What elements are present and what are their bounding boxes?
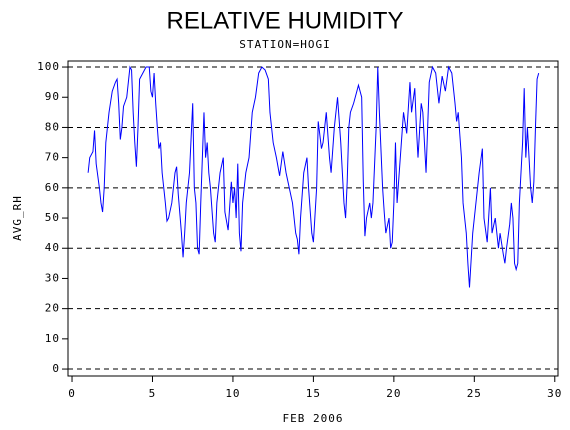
y-tick-label: 60 [45, 181, 60, 194]
x-tick-label: 25 [467, 387, 482, 400]
y-tick-label: 70 [45, 151, 60, 164]
x-tick-label: 15 [306, 387, 321, 400]
y-axis-label: AVG_RH [11, 195, 24, 241]
x-tick-label: 0 [68, 387, 76, 400]
chart-title: RELATIVE HUMIDITY [167, 7, 404, 34]
data-line [87, 65, 540, 288]
x-axis-label: FEB 2006 [283, 412, 344, 425]
x-tick-label: 30 [547, 387, 562, 400]
x-tick-label: 10 [225, 387, 240, 400]
y-tick-label: 80 [45, 120, 60, 133]
y-tick-label: 0 [52, 362, 60, 375]
y-tick-label: 50 [45, 211, 60, 224]
chart-subtitle: STATION=HOGI [239, 38, 330, 51]
y-tick-label: 100 [37, 60, 60, 73]
x-tick-label: 5 [149, 387, 157, 400]
y-tick-label: 40 [45, 241, 60, 254]
y-tick-label: 90 [45, 90, 60, 103]
y-tick-label: 30 [45, 271, 60, 284]
y-tick-label: 10 [45, 332, 60, 345]
x-tick-label: 20 [386, 387, 401, 400]
y-tick-label: 20 [45, 302, 60, 315]
